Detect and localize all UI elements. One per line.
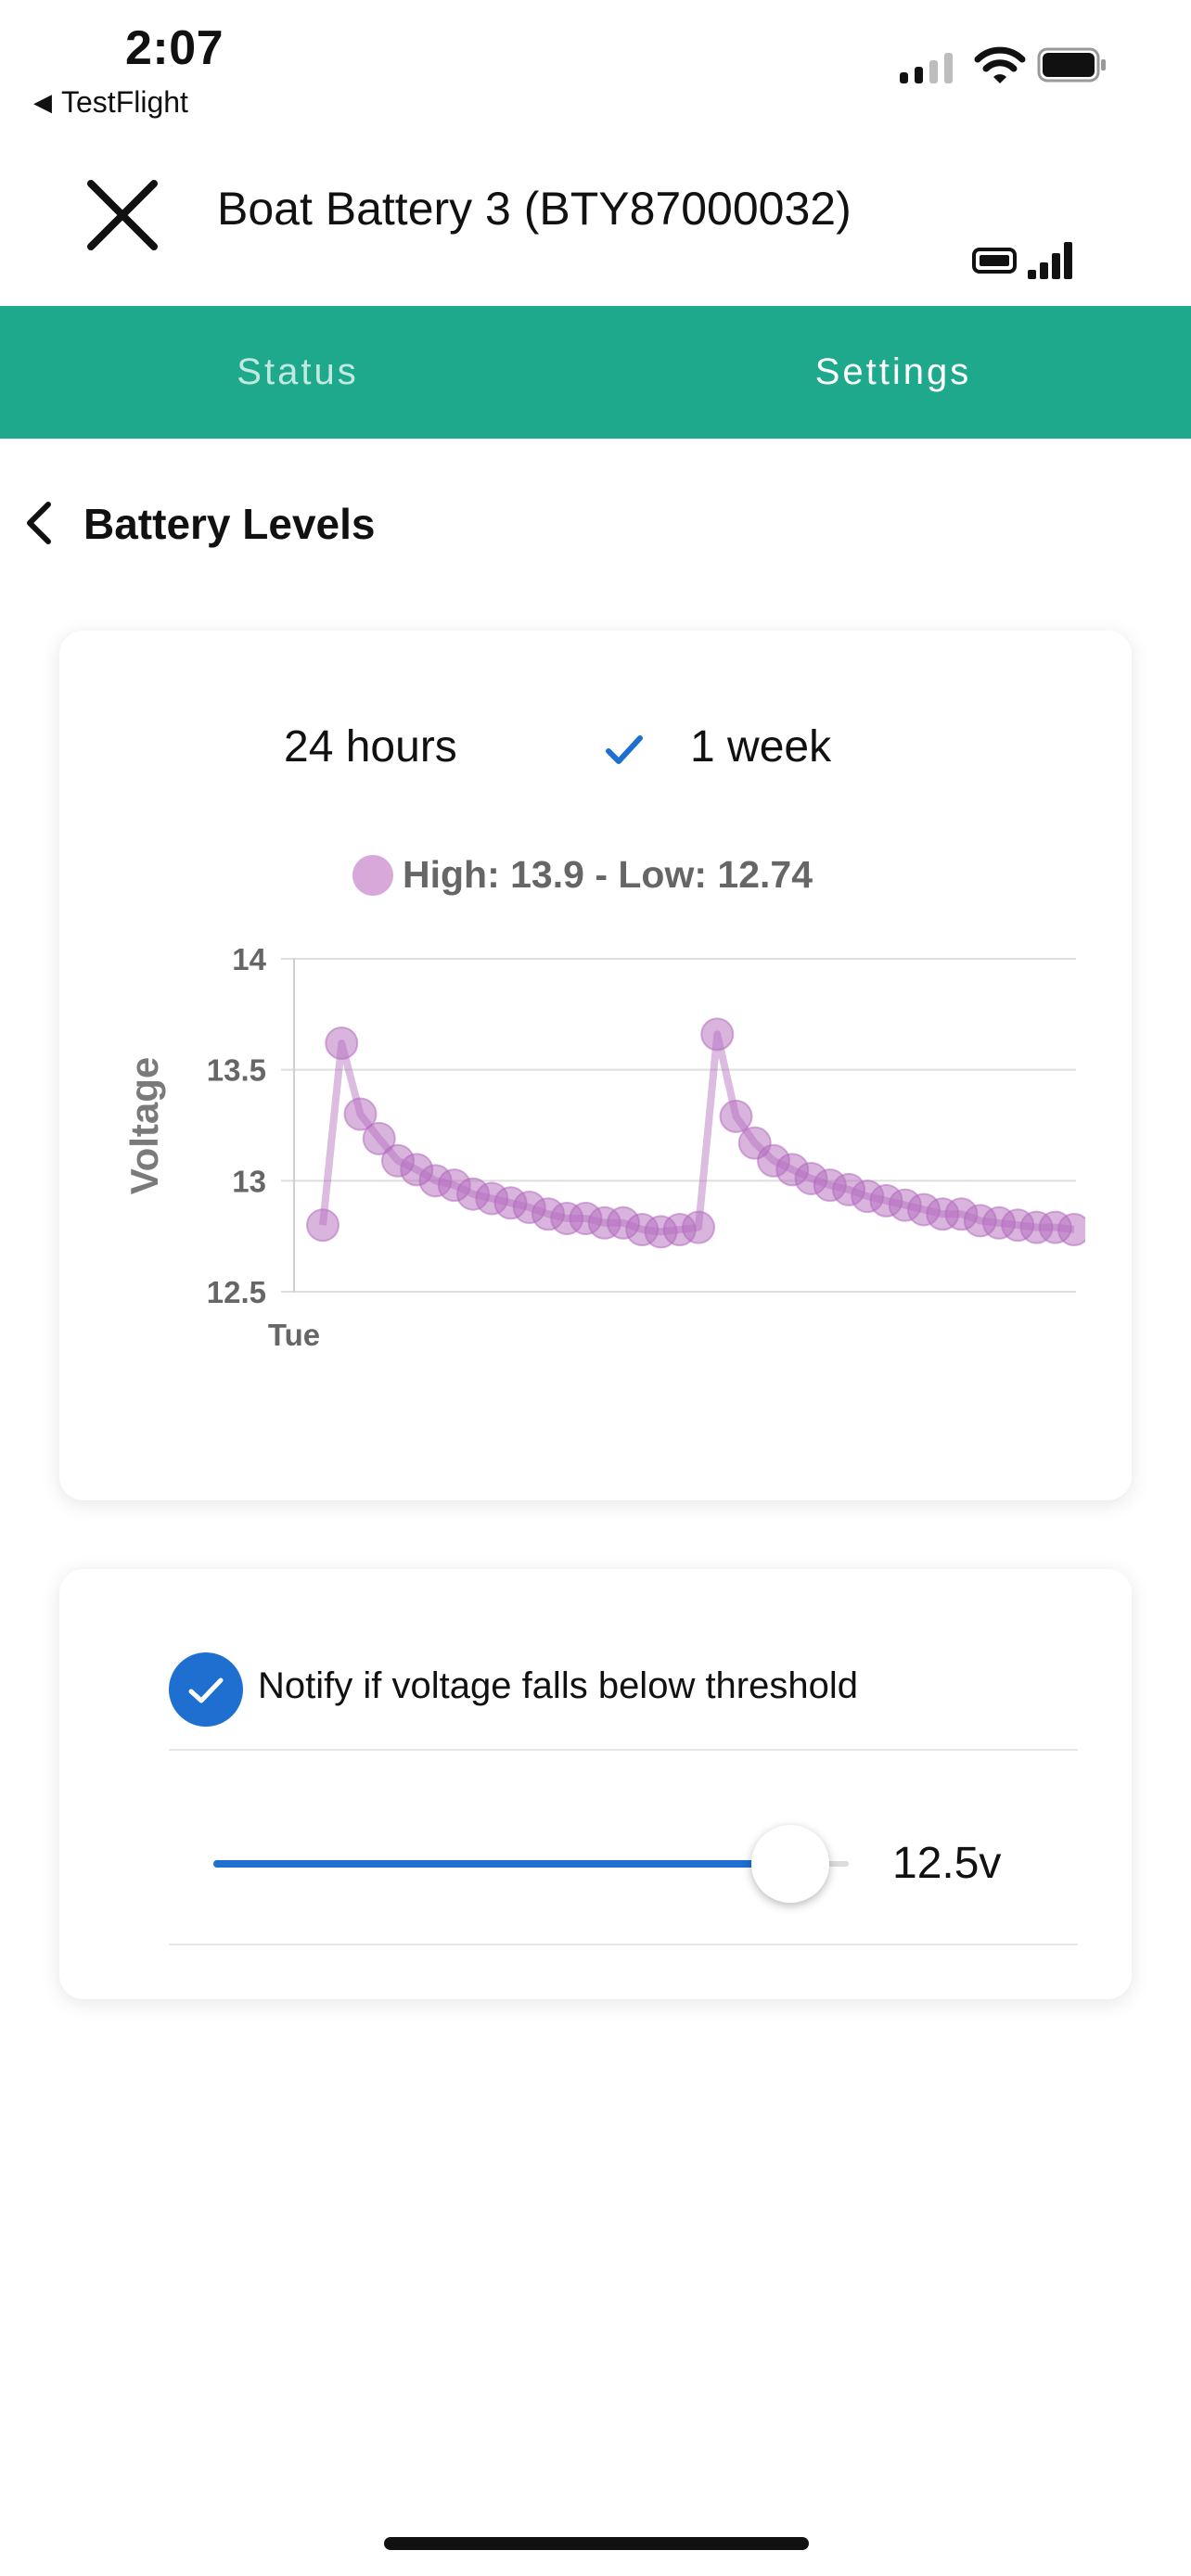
legend-label: High: 13.9 - Low: 12.74 (403, 853, 813, 896)
legend-swatch (352, 855, 393, 896)
slider-fill (213, 1860, 788, 1868)
back-triangle-icon: ◀ (33, 88, 52, 116)
data-point (1057, 1212, 1085, 1246)
checkbox-check-icon (188, 1677, 224, 1703)
y-tick-label: 12.5 (207, 1275, 266, 1309)
y-tick-label: 13.5 (207, 1053, 266, 1088)
checkmark-icon (606, 735, 643, 764)
threshold-value: 12.5v (892, 1839, 1002, 1888)
data-point (719, 1099, 753, 1133)
data-point (325, 1026, 359, 1060)
data-point (306, 1208, 339, 1243)
device-title: Boat Battery 3 (BTY87000032) (217, 183, 852, 235)
device-status-icons (972, 242, 1072, 279)
data-point (362, 1121, 396, 1155)
signal-icon (1028, 242, 1072, 279)
x-tick-label: Tue (268, 1318, 320, 1352)
slider-thumb[interactable] (751, 1825, 829, 1903)
data-point (682, 1210, 715, 1244)
y-tick-label: 14 (232, 942, 266, 976)
wifi-icon (974, 46, 1026, 83)
range-option-24-hours[interactable]: 24 hours (284, 722, 457, 772)
section-title: Battery Levels (83, 500, 376, 548)
divider (169, 1749, 1078, 1751)
y-tick-label: 13 (232, 1164, 266, 1198)
data-point (343, 1097, 378, 1131)
divider (169, 1944, 1078, 1945)
back-app-label: TestFlight (61, 85, 188, 119)
cellular-signal-icon (900, 52, 953, 83)
threshold-card (59, 1569, 1132, 1999)
notify-checkbox[interactable] (169, 1652, 243, 1727)
tab-bar: Status Settings (0, 306, 1191, 439)
tab-status[interactable]: Status (237, 351, 359, 392)
chevron-left-icon[interactable] (20, 499, 58, 547)
device-battery-icon (1037, 47, 1106, 83)
data-point (700, 1017, 735, 1052)
chart-card (59, 631, 1132, 1500)
tab-settings[interactable]: Settings (814, 351, 972, 392)
close-icon[interactable] (82, 174, 163, 256)
y-axis-label: Voltage (122, 1057, 166, 1195)
status-time: 2:07 (125, 21, 224, 75)
back-to-app-link[interactable]: ◀ TestFlight (33, 85, 188, 120)
notify-label: Notify if voltage falls below threshold (258, 1665, 858, 1706)
home-indicator[interactable] (384, 2537, 809, 2550)
battery-icon (972, 248, 1017, 274)
range-option-1-week[interactable]: 1 week (690, 722, 832, 772)
